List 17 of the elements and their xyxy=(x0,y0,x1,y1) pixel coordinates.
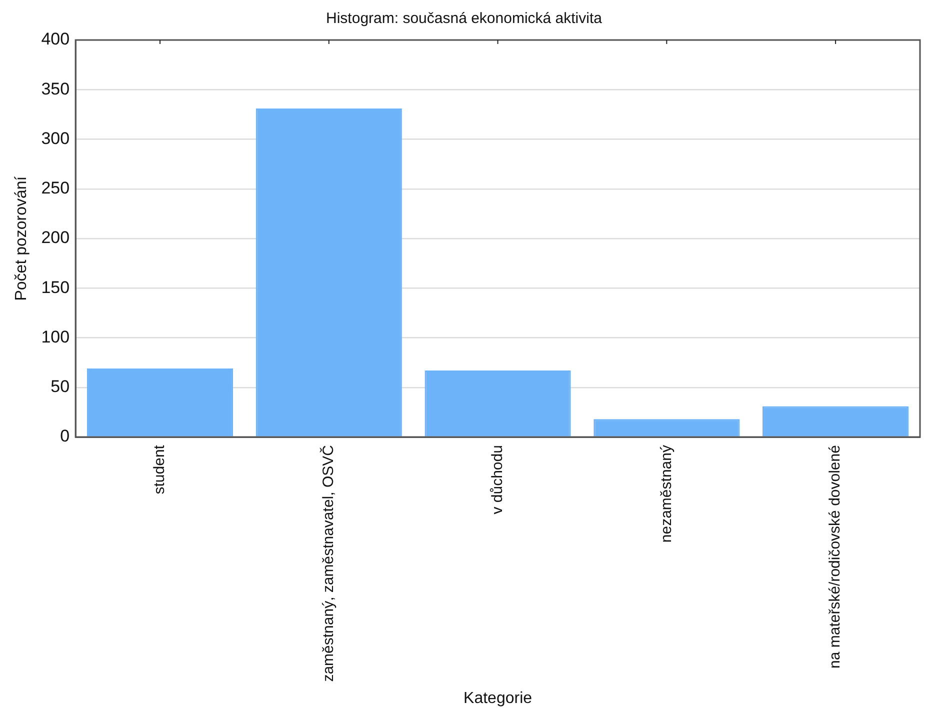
chart-title: Histogram: současná ekonomická aktivita xyxy=(326,10,603,28)
y-axis-title: Počet pozorování xyxy=(13,176,30,301)
x-tick-label: nezaměstnaný xyxy=(658,444,675,543)
x-tick-label: zaměstnaný, zaměstnavatel, OSVČ xyxy=(319,444,338,682)
y-tick-label: 50 xyxy=(50,377,70,396)
x-tick-label: v důchodu xyxy=(488,445,506,514)
y-tick-label: 300 xyxy=(41,128,70,148)
y-tick-label: 150 xyxy=(41,278,70,297)
y-tick-label: 350 xyxy=(41,79,70,98)
x-tick-label: student xyxy=(151,444,168,494)
y-tick-label: 100 xyxy=(41,327,70,346)
y-tick-label: 200 xyxy=(41,228,70,248)
y-tick-label: 250 xyxy=(41,178,70,198)
y-tick-label: 0 xyxy=(60,426,70,446)
y-tick-label: 400 xyxy=(41,30,70,49)
x-tick-label: na mateřské/rodičovské dovolené xyxy=(826,445,844,668)
x-axis-title: Kategorie xyxy=(464,690,532,707)
